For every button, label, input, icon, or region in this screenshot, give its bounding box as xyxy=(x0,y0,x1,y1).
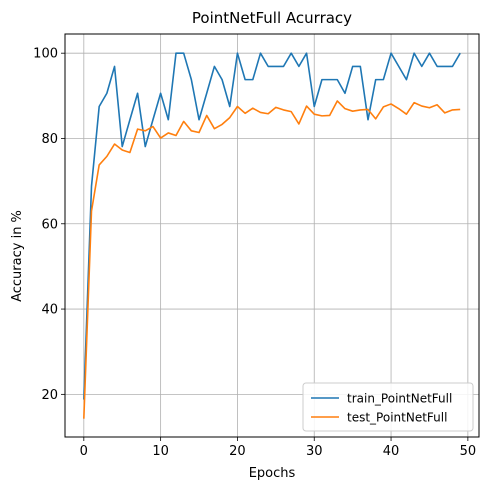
x-tick-label: 20 xyxy=(229,444,246,459)
series-line-train_PointNetFull xyxy=(83,52,461,400)
legend-box xyxy=(302,382,474,432)
y-tick-label: 100 xyxy=(33,47,58,62)
x-tick-label: 10 xyxy=(152,444,169,459)
x-tick-label: 0 xyxy=(80,444,88,459)
grid-lines xyxy=(65,34,479,437)
y-axis-label: Accuracy in % xyxy=(10,210,25,302)
legend-entry-label: train_PointNetFull xyxy=(347,392,452,406)
legend-entry-label: test_PointNetFull xyxy=(347,411,447,425)
y-tick-label: 20 xyxy=(41,388,58,403)
x-axis-label: Epochs xyxy=(249,466,296,481)
axis-ticks: 0 10 20 30 40 50 20 40 60 80 100 xyxy=(33,47,476,459)
chart-title: PointNetFull Acurracy xyxy=(192,9,352,27)
series-lines xyxy=(83,52,461,419)
x-tick-label: 50 xyxy=(460,444,477,459)
y-tick-label: 80 xyxy=(41,132,58,147)
y-tick-label: 60 xyxy=(41,217,58,232)
series-line-test_PointNetFull xyxy=(83,100,461,419)
x-tick-label: 40 xyxy=(383,444,400,459)
legend: train_PointNetFull test_PointNetFull xyxy=(302,382,474,432)
x-tick-label: 30 xyxy=(306,444,323,459)
y-tick-label: 40 xyxy=(41,303,58,318)
plot-frame xyxy=(64,33,480,438)
